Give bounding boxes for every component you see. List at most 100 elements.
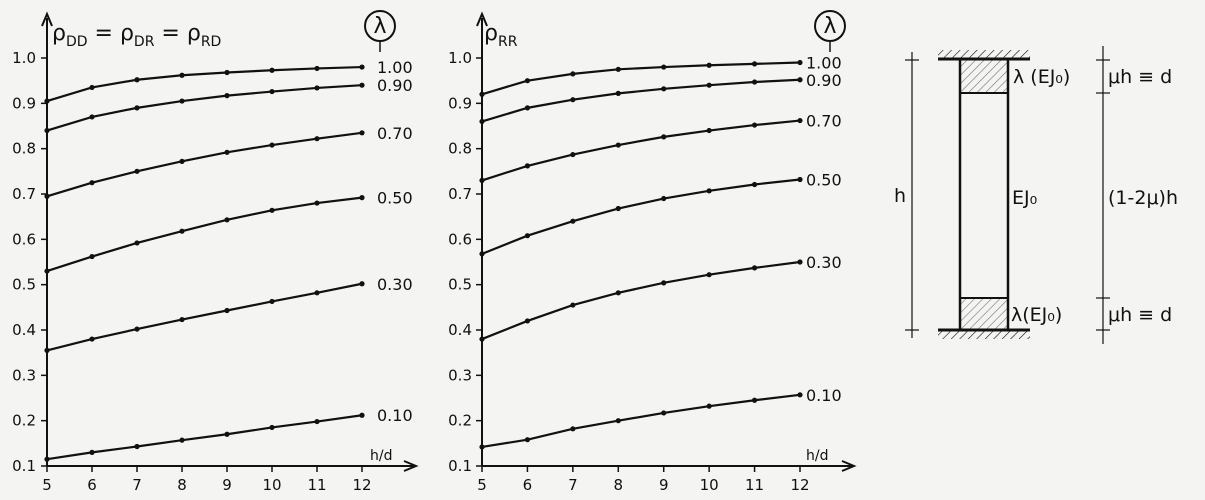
data-point: [269, 424, 275, 431]
data-point: [269, 88, 275, 95]
data-point: [479, 444, 485, 450]
x-tick-label: 8: [614, 476, 624, 494]
data-point: [179, 228, 185, 234]
data-point: [44, 347, 50, 353]
data-point: [751, 181, 758, 188]
x-axis-arrow: [841, 460, 857, 472]
y-tick-label: 0.5: [448, 276, 472, 294]
data-point: [706, 272, 712, 278]
data-point: [134, 77, 140, 83]
x-tick-label: 11: [307, 476, 326, 494]
data-point: [314, 200, 320, 206]
data-point: [615, 418, 621, 424]
series-label: 1.00: [806, 54, 842, 73]
data-point: [524, 163, 531, 169]
data-point: [661, 410, 667, 416]
data-point: [44, 193, 50, 199]
data-point: [269, 142, 275, 148]
data-point: [269, 207, 275, 213]
series-line-0.10: [46, 414, 363, 461]
x-tick-label: 5: [42, 476, 52, 494]
data-point: [359, 281, 365, 287]
y-tick-label: 0.9: [12, 94, 36, 112]
data-point: [797, 77, 803, 83]
y-tick-label: 0.9: [448, 94, 472, 112]
data-point: [615, 290, 621, 296]
series-label: 0.30: [806, 253, 842, 272]
lambda-circle: [364, 10, 396, 42]
beam-member: [958, 57, 1010, 332]
data-point: [89, 114, 95, 120]
data-point: [269, 298, 275, 305]
data-point: [797, 59, 803, 66]
data-point: [615, 142, 621, 148]
y-tick-label: 0.2: [12, 412, 36, 430]
data-point: [314, 136, 320, 142]
x-axis-label: h/d: [370, 448, 392, 464]
x-axis-arrow: [403, 460, 419, 472]
data-point: [524, 105, 531, 111]
data-point: [661, 134, 667, 140]
series-label: 0.70: [806, 112, 842, 131]
data-point: [661, 86, 667, 92]
y-tick-label: 1.0: [448, 49, 472, 67]
series-line-0.10: [481, 393, 801, 449]
data-point: [706, 62, 712, 68]
data-point: [44, 127, 50, 134]
x-tick-label: 12: [352, 476, 371, 494]
chart-title: ρDD = ρDR = ρRD: [52, 21, 221, 50]
data-point: [479, 251, 485, 257]
data-point: [314, 418, 320, 425]
data-point: [179, 158, 185, 164]
data-point: [179, 437, 185, 443]
y-tick-label: 1.0: [12, 49, 36, 67]
data-point: [359, 195, 365, 201]
x-tick-label: 6: [87, 476, 97, 494]
data-point: [89, 84, 95, 91]
data-point: [751, 397, 758, 403]
x-tick-label: 7: [132, 476, 142, 494]
data-point: [479, 336, 485, 342]
x-axis-label: h/d: [806, 448, 828, 464]
y-tick-label: 0.4: [448, 321, 472, 339]
data-point: [179, 316, 185, 323]
data-point: [570, 218, 576, 224]
data-point: [134, 326, 140, 332]
data-point: [314, 85, 320, 91]
label-h: h: [894, 185, 906, 207]
data-point: [797, 259, 803, 265]
data-point: [661, 280, 667, 286]
y-tick-label: 0.7: [12, 185, 36, 203]
data-point: [797, 392, 803, 398]
data-point: [570, 302, 576, 308]
data-point: [44, 268, 50, 274]
data-point: [524, 437, 531, 443]
label-top-stiffness: λ (EJ₀): [1013, 66, 1070, 88]
data-point: [479, 91, 485, 97]
data-point: [89, 253, 95, 260]
data-point: [615, 66, 621, 72]
top-support-hatch: [938, 50, 1030, 58]
top-rigid-zone: [961, 60, 1007, 93]
data-point: [661, 64, 667, 70]
series-label: 1.00: [377, 58, 413, 77]
data-point: [89, 180, 95, 186]
label-mid-length: (1-2μ)h: [1108, 187, 1178, 209]
series-line-0.70: [481, 119, 801, 182]
series-label: 0.50: [806, 170, 842, 189]
series-line-0.50: [46, 196, 363, 273]
y-axis-arrow: [41, 11, 53, 27]
data-point: [359, 82, 365, 88]
chart-title: ρRR: [484, 21, 518, 50]
label-bottom-length: μh ≡ d: [1108, 304, 1172, 326]
data-point: [751, 265, 758, 271]
data-point: [179, 72, 185, 78]
data-point: [706, 188, 712, 194]
series-label: 0.70: [377, 124, 413, 143]
y-tick-label: 0.8: [448, 140, 472, 158]
data-point: [706, 127, 712, 134]
bottom-support-hatch: [938, 331, 1030, 339]
data-point: [314, 290, 320, 296]
x-tick-label: 8: [177, 476, 187, 494]
x-tick-label: 7: [568, 476, 578, 494]
